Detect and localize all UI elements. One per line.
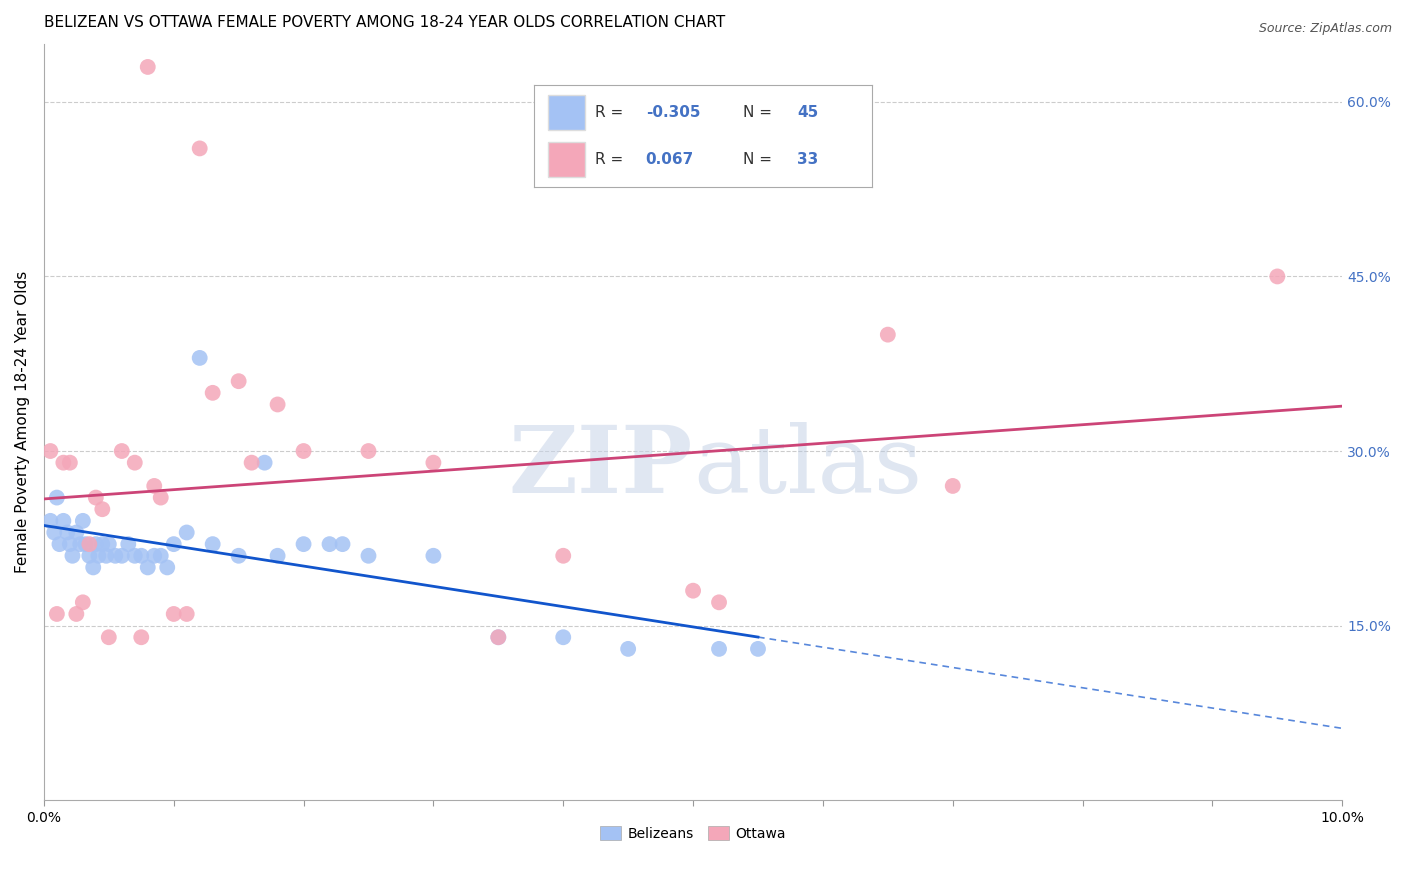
Point: [486, 630, 509, 644]
Point: [117, 537, 139, 551]
Point: [163, 537, 186, 551]
Point: [266, 397, 288, 411]
Point: [201, 537, 224, 551]
FancyBboxPatch shape: [548, 95, 585, 130]
Point: [707, 595, 730, 609]
Point: [65, 525, 87, 540]
Point: [69, 537, 91, 551]
Point: [318, 537, 340, 551]
Y-axis label: Female Poverty Among 18-24 Year Olds: Female Poverty Among 18-24 Year Olds: [15, 271, 30, 573]
Point: [124, 456, 146, 470]
Point: [176, 607, 198, 621]
Point: [149, 549, 172, 563]
Text: N =: N =: [744, 153, 778, 167]
Point: [52, 456, 75, 470]
Point: [747, 641, 769, 656]
Text: N =: N =: [744, 105, 778, 120]
Point: [188, 141, 211, 155]
Point: [111, 549, 134, 563]
Point: [59, 456, 82, 470]
Text: Source: ZipAtlas.com: Source: ZipAtlas.com: [1258, 22, 1392, 36]
Point: [942, 479, 965, 493]
Point: [129, 630, 152, 644]
Point: [1265, 269, 1288, 284]
Point: [553, 630, 575, 644]
FancyBboxPatch shape: [548, 142, 585, 177]
Text: 0.067: 0.067: [645, 153, 695, 167]
Point: [52, 514, 75, 528]
Point: [84, 537, 107, 551]
Point: [82, 560, 104, 574]
Text: 33: 33: [797, 153, 818, 167]
Point: [332, 537, 354, 551]
Text: -0.305: -0.305: [645, 105, 700, 120]
Point: [240, 456, 263, 470]
Text: R =: R =: [595, 105, 628, 120]
Point: [39, 514, 62, 528]
Point: [65, 607, 87, 621]
Point: [253, 456, 276, 470]
Point: [228, 549, 250, 563]
Point: [422, 549, 444, 563]
Text: R =: R =: [595, 153, 633, 167]
Point: [91, 502, 114, 516]
Point: [72, 595, 94, 609]
Point: [59, 537, 82, 551]
Point: [79, 549, 101, 563]
Point: [188, 351, 211, 365]
Point: [553, 549, 575, 563]
Point: [111, 444, 134, 458]
Point: [56, 525, 79, 540]
Point: [292, 444, 315, 458]
Point: [104, 549, 127, 563]
Text: 45: 45: [797, 105, 818, 120]
Point: [84, 491, 107, 505]
Point: [292, 537, 315, 551]
Point: [39, 444, 62, 458]
Point: [45, 607, 67, 621]
Point: [62, 549, 84, 563]
Point: [201, 385, 224, 400]
Point: [357, 444, 380, 458]
Point: [44, 525, 66, 540]
Point: [176, 525, 198, 540]
Point: [72, 514, 94, 528]
Point: [75, 537, 97, 551]
Text: atlas: atlas: [693, 422, 922, 512]
Point: [156, 560, 179, 574]
Text: BELIZEAN VS OTTAWA FEMALE POVERTY AMONG 18-24 YEAR OLDS CORRELATION CHART: BELIZEAN VS OTTAWA FEMALE POVERTY AMONG …: [44, 15, 725, 30]
Point: [45, 491, 67, 505]
Point: [96, 549, 118, 563]
Point: [422, 456, 444, 470]
Point: [124, 549, 146, 563]
Point: [129, 549, 152, 563]
Point: [136, 60, 159, 74]
Point: [79, 537, 101, 551]
Point: [357, 549, 380, 563]
Point: [617, 641, 640, 656]
Point: [266, 549, 288, 563]
Point: [486, 630, 509, 644]
Point: [143, 549, 166, 563]
Point: [707, 641, 730, 656]
Point: [87, 549, 110, 563]
Point: [143, 479, 166, 493]
Point: [48, 537, 70, 551]
Legend: Belizeans, Ottawa: Belizeans, Ottawa: [595, 821, 792, 847]
Point: [97, 630, 120, 644]
Point: [682, 583, 704, 598]
Point: [876, 327, 898, 342]
Point: [149, 491, 172, 505]
Point: [136, 560, 159, 574]
Text: ZIP: ZIP: [509, 422, 693, 512]
Point: [228, 374, 250, 388]
Point: [163, 607, 186, 621]
Point: [97, 537, 120, 551]
Point: [91, 537, 114, 551]
